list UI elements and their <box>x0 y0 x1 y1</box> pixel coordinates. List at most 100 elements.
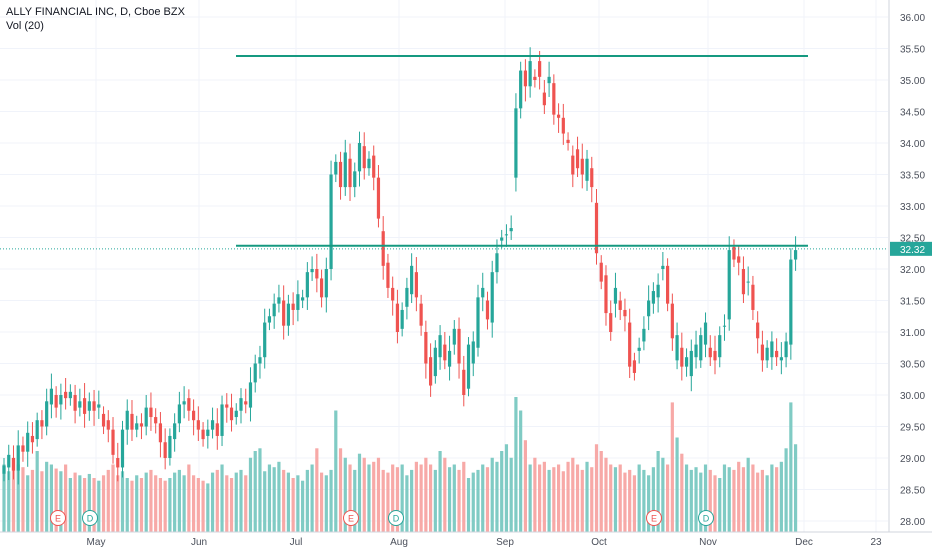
candle-body[interactable] <box>229 407 234 421</box>
candle-body[interactable] <box>651 291 655 304</box>
candle-body[interactable] <box>410 265 414 295</box>
candle-body[interactable] <box>68 391 72 399</box>
candle-body[interactable] <box>533 76 537 80</box>
candle-body[interactable] <box>703 322 708 345</box>
candle-body[interactable] <box>632 360 637 373</box>
candle-body[interactable] <box>424 332 428 364</box>
candle-body[interactable] <box>504 234 509 236</box>
candle-body[interactable] <box>523 70 527 87</box>
candle-body[interactable] <box>457 328 461 364</box>
candle-body[interactable] <box>111 429 115 455</box>
candle-body[interactable] <box>144 407 148 427</box>
candle-body[interactable] <box>253 363 257 383</box>
candle-body[interactable] <box>334 161 338 175</box>
candle-body[interactable] <box>500 237 504 241</box>
candle-body[interactable] <box>106 420 110 430</box>
candle-body[interactable] <box>149 407 153 418</box>
candle-body[interactable] <box>561 117 565 134</box>
candle-body[interactable] <box>16 445 20 471</box>
candle-body[interactable] <box>7 454 11 468</box>
candle-body[interactable] <box>509 228 513 232</box>
candle-body[interactable] <box>376 177 381 219</box>
candle-body[interactable] <box>26 432 30 452</box>
candle-body[interactable] <box>637 347 641 351</box>
candle-body[interactable] <box>765 347 769 361</box>
candle-body[interactable] <box>585 158 589 181</box>
candle-body[interactable] <box>362 146 366 169</box>
candle-body[interactable] <box>296 294 300 310</box>
candle-body[interactable] <box>40 420 44 427</box>
candle-body[interactable] <box>215 423 219 436</box>
candle-body[interactable] <box>82 398 87 414</box>
candle-body[interactable] <box>713 350 717 361</box>
candle-body[interactable] <box>192 410 196 421</box>
candle-body[interactable] <box>2 465 6 474</box>
candle-body[interactable] <box>571 155 575 175</box>
candle-body[interactable] <box>784 341 788 358</box>
candle-body[interactable] <box>727 250 731 320</box>
candle-body[interactable] <box>433 347 437 377</box>
candle-body[interactable] <box>182 401 186 405</box>
candle-body[interactable] <box>324 269 328 298</box>
candle-body[interactable] <box>348 158 352 188</box>
candle-body[interactable] <box>305 272 309 298</box>
candle-body[interactable] <box>282 300 286 326</box>
candle-body[interactable] <box>580 158 584 175</box>
candle-body[interactable] <box>618 300 622 310</box>
candle-body[interactable] <box>675 335 679 361</box>
candle-body[interactable] <box>315 269 319 279</box>
candle-body[interactable] <box>495 253 499 273</box>
candle-body[interactable] <box>452 328 456 345</box>
candle-body[interactable] <box>310 269 314 273</box>
candle-body[interactable] <box>163 442 167 458</box>
candle-body[interactable] <box>139 423 144 427</box>
candle-body[interactable] <box>419 303 423 326</box>
candle-body[interactable] <box>514 108 518 178</box>
candle-body[interactable] <box>258 357 262 364</box>
candle-body[interactable] <box>590 168 594 188</box>
candle-body[interactable] <box>272 303 276 317</box>
candle-body[interactable] <box>628 322 632 367</box>
candle-body[interactable] <box>708 347 712 358</box>
candle-body[interactable] <box>694 344 698 358</box>
candle-body[interactable] <box>775 350 779 358</box>
candle-body[interactable] <box>177 404 181 424</box>
candle-body[interactable] <box>609 313 613 332</box>
candle-body[interactable] <box>405 287 409 307</box>
candle-body[interactable] <box>760 344 764 361</box>
candle-body[interactable] <box>623 309 627 317</box>
candle-body[interactable] <box>267 316 272 323</box>
candle-body[interactable] <box>722 325 727 327</box>
candle-body[interactable] <box>206 429 210 436</box>
candle-body[interactable] <box>120 429 125 468</box>
candle-body[interactable] <box>443 344 447 361</box>
earnings-marker-icon[interactable] <box>343 510 359 526</box>
candle-body[interactable] <box>173 423 177 440</box>
candle-body[interactable] <box>490 272 494 323</box>
dividend-marker-icon[interactable] <box>388 510 404 526</box>
candle-body[interactable] <box>59 395 63 405</box>
candle-body[interactable] <box>244 401 248 405</box>
candle-body[interactable] <box>158 423 163 443</box>
candle-body[interactable] <box>391 287 395 301</box>
candle-body[interactable] <box>125 410 129 430</box>
candle-body[interactable] <box>35 420 39 440</box>
candle-body[interactable] <box>196 420 200 430</box>
candle-body[interactable] <box>670 303 674 339</box>
dividend-marker-icon[interactable] <box>82 510 98 526</box>
candle-body[interactable] <box>343 152 347 188</box>
candle-body[interactable] <box>519 70 523 109</box>
candle-body[interactable] <box>779 357 783 361</box>
candle-body[interactable] <box>54 395 58 408</box>
candle-body[interactable] <box>438 335 442 358</box>
candle-body[interactable] <box>92 401 96 411</box>
candle-body[interactable] <box>699 335 703 361</box>
candle-body[interactable] <box>154 417 158 424</box>
candle-body[interactable] <box>381 231 385 266</box>
candle-body[interactable] <box>447 350 452 367</box>
candle-body[interactable] <box>395 303 400 332</box>
candle-body[interactable] <box>466 344 471 389</box>
candle-body[interactable] <box>575 149 580 169</box>
candle-body[interactable] <box>116 458 120 468</box>
